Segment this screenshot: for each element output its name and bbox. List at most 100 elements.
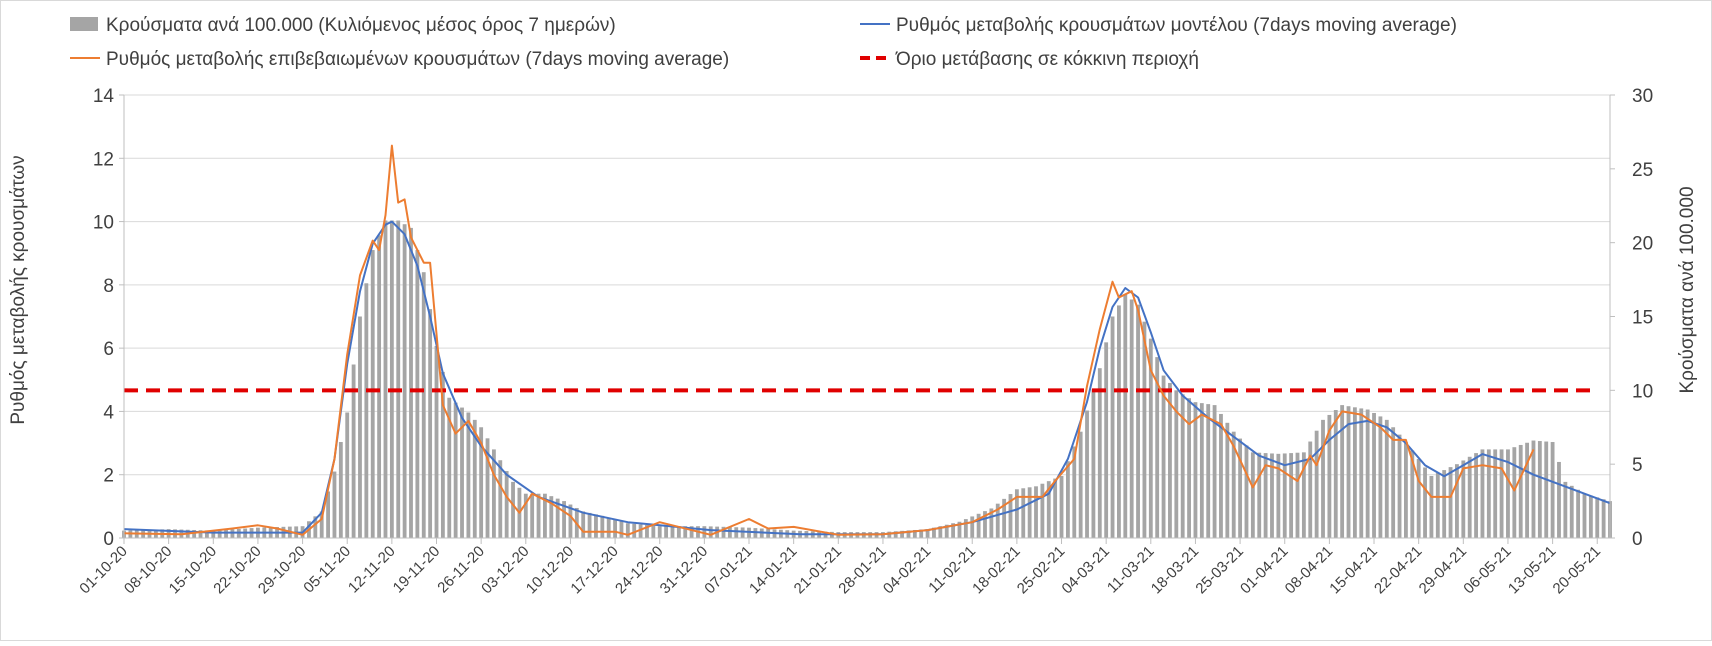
bar — [351, 364, 356, 538]
bar — [1404, 442, 1408, 538]
bar — [676, 526, 681, 538]
bar — [326, 491, 330, 538]
bar — [619, 521, 624, 538]
bar — [1027, 487, 1032, 538]
bar — [1333, 410, 1338, 538]
bar — [1461, 460, 1466, 538]
x-tick-label: 21-01-21 — [791, 543, 845, 597]
bar — [396, 220, 401, 538]
bar — [887, 531, 892, 538]
bar — [530, 493, 535, 538]
bar — [938, 526, 943, 538]
bar — [549, 496, 554, 538]
legend: Κρούσματα ανά 100.000 (Κυλιόμενος μέσος … — [70, 15, 1457, 70]
bar — [702, 526, 707, 538]
x-tick-label: 18-02-21 — [969, 543, 1023, 597]
bar — [1142, 321, 1147, 538]
y-axis-right-title: Κρούσματα ανά 100.000 — [1677, 186, 1698, 393]
y-left-tick-label: 8 — [103, 276, 114, 297]
bar — [734, 527, 739, 538]
bar — [1378, 416, 1383, 538]
bar — [504, 471, 509, 538]
x-tick-label: 25-02-21 — [1014, 543, 1068, 597]
bar — [1238, 438, 1243, 538]
bar — [1582, 493, 1587, 538]
bar — [1059, 475, 1064, 538]
bar — [1014, 489, 1019, 538]
bar — [740, 527, 745, 538]
bar — [906, 530, 911, 538]
bar — [1110, 316, 1115, 538]
bar — [1301, 452, 1306, 538]
bar — [1588, 495, 1593, 538]
x-tick-label: 22-04-21 — [1371, 543, 1425, 597]
bar — [970, 516, 975, 538]
bar — [963, 519, 968, 538]
bar — [1467, 456, 1472, 538]
bar — [383, 220, 388, 538]
bar — [951, 523, 956, 538]
bar — [1563, 481, 1568, 538]
bar — [1474, 453, 1478, 538]
bar — [638, 524, 643, 538]
x-tick-label: 07-01-21 — [701, 543, 755, 597]
bar — [409, 227, 413, 538]
bar — [345, 412, 350, 538]
bar — [313, 516, 318, 538]
bar — [491, 449, 496, 538]
bar — [1435, 473, 1440, 538]
bar — [428, 309, 433, 538]
y-left-tick-label: 14 — [93, 86, 115, 107]
legend-label: Όριο μετάβασης σε κόκκινη περιοχή — [895, 49, 1199, 70]
bar — [1212, 405, 1217, 538]
x-tick-label: 06-05-21 — [1460, 543, 1514, 597]
bar — [332, 471, 337, 538]
x-tick-label: 20-05-21 — [1550, 543, 1604, 597]
bar — [1595, 497, 1600, 538]
x-tick-label: 15-04-21 — [1326, 543, 1380, 597]
bar — [1550, 442, 1555, 538]
x-tick-label: 15-10-20 — [166, 543, 220, 597]
bar — [1346, 406, 1351, 538]
bar — [434, 346, 439, 538]
bar — [1123, 294, 1128, 538]
bar — [479, 427, 484, 538]
x-tick-label: 05-11-20 — [300, 543, 354, 597]
y-right-tick-label: 30 — [1632, 86, 1653, 107]
bar — [1525, 442, 1530, 538]
bar — [721, 526, 726, 538]
bar — [1257, 452, 1262, 538]
bar — [358, 316, 362, 538]
series-line-2 — [123, 144, 1535, 536]
bar — [1544, 441, 1549, 538]
bar — [1499, 449, 1504, 538]
x-tick-label: 01-04-21 — [1237, 543, 1291, 597]
x-tick-label: 24-12-20 — [612, 543, 666, 597]
bar — [1397, 434, 1402, 538]
bar — [1359, 408, 1364, 538]
bar — [976, 513, 981, 538]
bar — [370, 250, 375, 539]
bar — [389, 220, 394, 538]
bar — [1078, 431, 1083, 538]
bar — [1531, 440, 1536, 538]
bar — [1455, 464, 1459, 538]
bar — [192, 529, 197, 538]
bar — [1065, 461, 1070, 538]
bar — [1148, 338, 1153, 538]
y-right-tick-label: 0 — [1632, 529, 1643, 550]
bar — [1085, 410, 1089, 538]
bar — [645, 525, 649, 538]
x-tick-label: 25-03-21 — [1192, 543, 1246, 597]
bar — [1391, 427, 1396, 538]
bar — [415, 250, 420, 539]
bar — [1384, 419, 1389, 538]
bar — [1576, 489, 1581, 538]
bar — [664, 526, 669, 538]
bar — [1097, 368, 1102, 538]
bar — [581, 511, 586, 538]
bar — [1327, 414, 1332, 538]
bar — [1002, 498, 1007, 538]
